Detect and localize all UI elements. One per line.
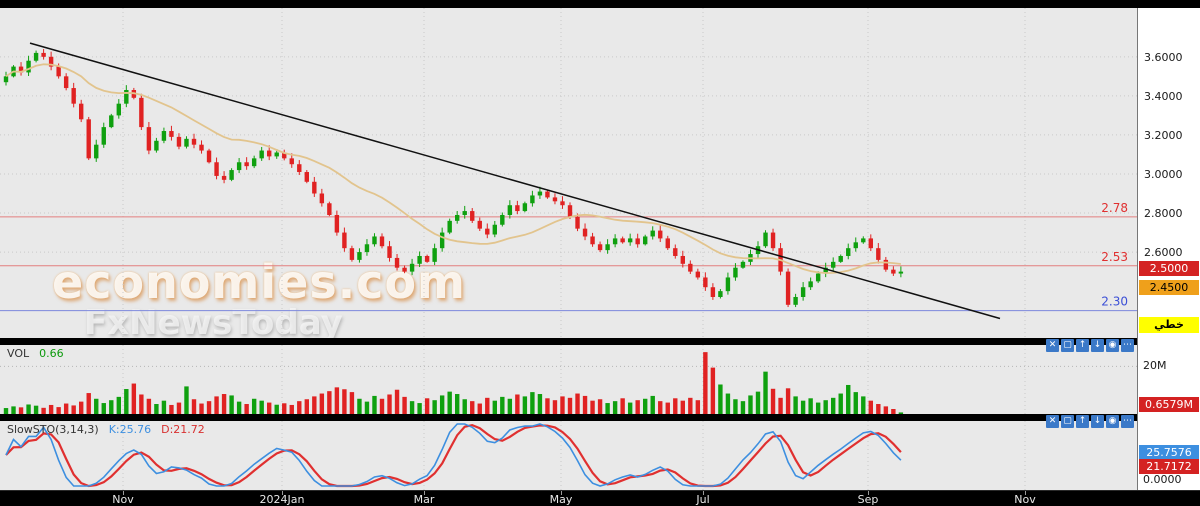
axis-tick	[424, 491, 425, 495]
axis-tick	[703, 491, 704, 495]
axis-tick	[1025, 491, 1026, 495]
stochastic-chart[interactable]	[0, 421, 1137, 490]
move-up-icon[interactable]: ↑	[1076, 339, 1089, 352]
price-tick: 2.8000	[1144, 207, 1183, 221]
volume-panel[interactable]	[0, 345, 1137, 414]
time-axis-label: Nov	[112, 493, 134, 506]
price-tick: 3.6000	[1144, 50, 1183, 64]
price-tick: 3.2000	[1144, 128, 1183, 142]
axis-tick	[123, 491, 124, 495]
price-tick: 2.6000	[1144, 246, 1183, 260]
stochastic-indicator-label: SlowSTO(3,14,3)	[7, 423, 99, 436]
close-icon[interactable]: ✕	[1046, 415, 1059, 428]
settings-icon[interactable]: ◉	[1106, 339, 1119, 352]
stochastic-k-value: K:25.76	[108, 423, 152, 436]
svg-text:2.53: 2.53	[1101, 250, 1128, 264]
volume-scale-tick: 20M	[1143, 359, 1167, 372]
volume-header: VOL 0.66	[7, 347, 64, 360]
volume-chart[interactable]	[0, 345, 1137, 414]
stochastic-panel[interactable]	[0, 421, 1137, 490]
time-axis-label: 2024Jan	[259, 493, 305, 506]
time-axis-label: Nov	[1014, 493, 1036, 506]
svg-text:2.30: 2.30	[1101, 295, 1128, 309]
last-price-badge: 2.5000	[1139, 261, 1199, 276]
stochastic-d-badge: 21.7172	[1139, 459, 1199, 474]
price-tick: 3.0000	[1144, 167, 1183, 181]
settings-icon[interactable]: ◉	[1106, 415, 1119, 428]
close-icon[interactable]: ✕	[1046, 339, 1059, 352]
scale-type-badge[interactable]: خطي	[1139, 317, 1199, 333]
axis-tick	[561, 491, 562, 495]
more-options-icon[interactable]: ⋯	[1121, 339, 1134, 352]
alt-price-badge: 2.4500	[1139, 280, 1199, 295]
volume-current-value: 0.66	[39, 347, 64, 360]
axis-tick	[868, 491, 869, 495]
candlestick-chart[interactable]: 2.78 2.53 2.30	[0, 8, 1137, 338]
time-axis-label: Mar	[413, 493, 435, 506]
stochastic-k-badge: 25.7576	[1139, 445, 1199, 460]
volume-value-badge: 0.6579M	[1139, 397, 1199, 412]
axis-tick	[282, 491, 283, 495]
move-down-icon[interactable]: ↓	[1091, 415, 1104, 428]
price-scale[interactable]: 3.6000 3.4000 3.2000 3.0000 2.8000 2.6000	[1137, 8, 1200, 490]
main-chart-panel[interactable]: economies.com FxNewsToday 2.78 2.53 2.30	[0, 8, 1137, 338]
time-axis-label: Jul	[696, 493, 710, 506]
move-up-icon[interactable]: ↑	[1076, 415, 1089, 428]
stochastic-zero-tick: 0.0000	[1143, 473, 1182, 486]
stochastic-panel-toolbar: ✕ ▢ ↑ ↓ ◉ ⋯	[1046, 415, 1134, 428]
svg-text:2.78: 2.78	[1101, 201, 1128, 215]
price-tick: 3.4000	[1144, 89, 1183, 103]
stochastic-header: SlowSTO(3,14,3) K:25.76 D:21.72	[7, 423, 205, 436]
move-down-icon[interactable]: ↓	[1091, 339, 1104, 352]
maximize-icon[interactable]: ▢	[1061, 339, 1074, 352]
volume-indicator-label: VOL	[7, 347, 30, 360]
stochastic-d-value: D:21.72	[161, 423, 205, 436]
time-axis[interactable]: Nov 2024Jan Mar May Jul Sep Nov	[0, 490, 1200, 506]
maximize-icon[interactable]: ▢	[1061, 415, 1074, 428]
time-axis-label: Sep	[857, 493, 879, 506]
more-options-icon[interactable]: ⋯	[1121, 415, 1134, 428]
volume-panel-toolbar: ✕ ▢ ↑ ↓ ◉ ⋯	[1046, 339, 1134, 352]
time-axis-label: May	[549, 493, 573, 506]
